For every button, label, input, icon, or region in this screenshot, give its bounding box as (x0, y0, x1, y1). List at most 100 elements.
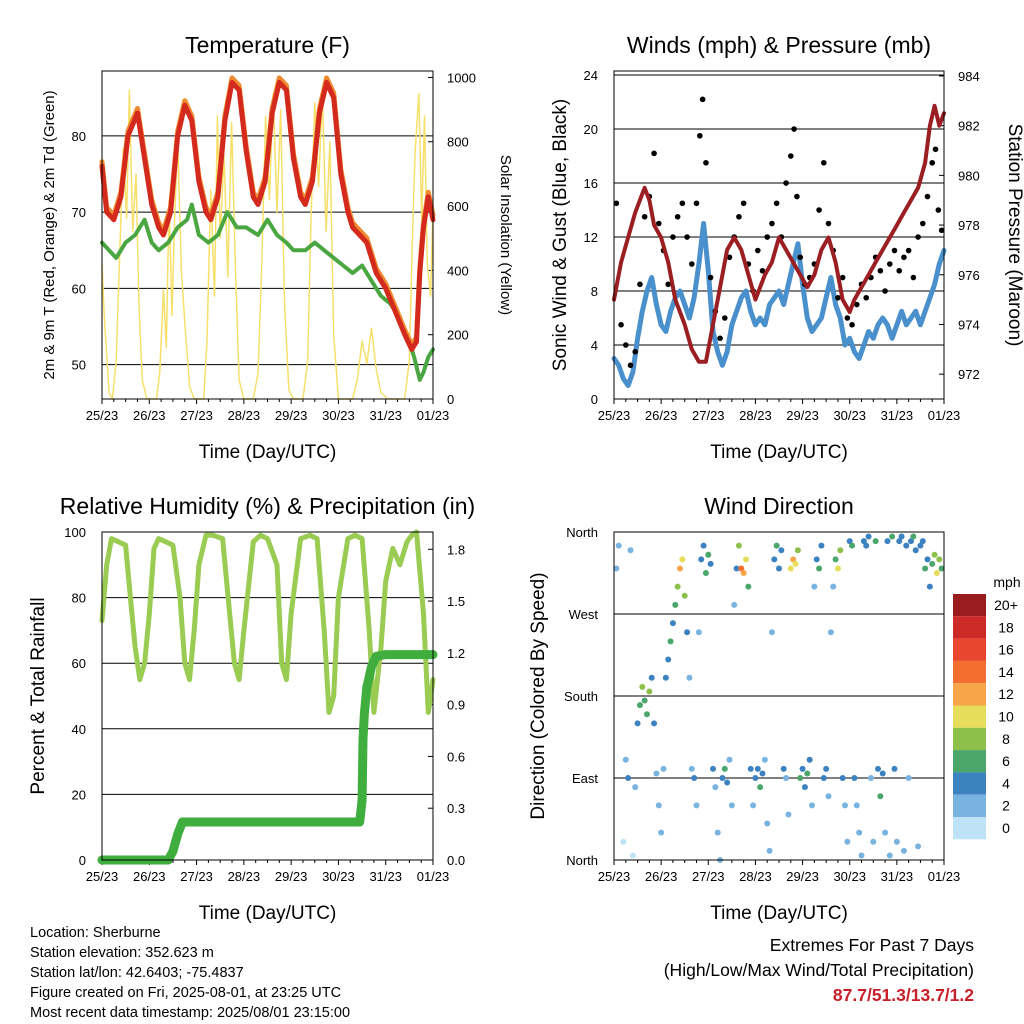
wind-direction-point (882, 829, 889, 836)
x-tick-label: 27/23 (180, 408, 213, 423)
gust-point (707, 274, 714, 281)
wind-direction-point (905, 775, 912, 781)
gust-point (839, 274, 846, 281)
wind-direction-point (900, 847, 907, 854)
wind-direction-point (827, 629, 834, 636)
colorbar-label: 4 (1002, 775, 1010, 791)
y-right-tick-label: 978 (958, 218, 980, 233)
gust-point (726, 254, 733, 261)
chart-title: Relative Humidity (%) & Precipitation (i… (60, 493, 475, 519)
x-tick-label: 30/23 (322, 408, 355, 423)
y-right-tick-label: 974 (958, 317, 980, 332)
sonic-wind-line (611, 221, 947, 388)
wind-direction-point (910, 533, 917, 540)
gust-point (688, 261, 695, 267)
y-axis-label: Direction (Colored By Speed) (528, 572, 549, 819)
wind-direction-point (783, 775, 790, 781)
wind-direction-point (896, 538, 903, 545)
wind-direction-point (867, 775, 874, 781)
y-right-tick-label: 0.9 (447, 698, 465, 713)
wind-direction-point (672, 601, 679, 608)
wind-direction-point (912, 547, 919, 554)
wind-direction-point (665, 656, 672, 663)
wind-direction-point (754, 765, 761, 772)
y-right-tick-label: 972 (958, 367, 980, 382)
colorbar-label: 0 (1002, 820, 1010, 836)
gust-point (769, 220, 775, 227)
y-tick-label: 4 (591, 338, 598, 353)
wind-direction-point (801, 784, 808, 791)
wind-direction-point (917, 542, 924, 549)
wind-direction-point (653, 770, 660, 777)
gust-point (736, 213, 742, 220)
created-text: Figure created on Fri, 2025-08-01, at 23… (30, 985, 342, 1001)
gust-point (915, 234, 921, 240)
wind-direction-point (733, 565, 740, 572)
x-tick-label: 25/23 (598, 408, 631, 423)
wind-direction-point (738, 565, 745, 572)
wind-direction-point (776, 565, 782, 572)
gust-point (622, 342, 629, 348)
wind-direction-point (886, 852, 893, 859)
y-tick-label: North (566, 853, 598, 868)
y-tick-label: East (572, 771, 598, 786)
temp-2m-line (99, 79, 436, 352)
gust-point (618, 321, 624, 328)
colorbar-unit: mph (993, 574, 1020, 590)
gust-point (783, 180, 789, 186)
wind-direction-point (726, 756, 733, 763)
x-axis-label: Time (Day/UTC) (710, 442, 848, 463)
wind-direction-point (625, 775, 632, 781)
wind-direction-point (648, 674, 655, 681)
x-tick-label: 26/23 (133, 869, 166, 884)
gust-point (877, 267, 884, 274)
wind-direction-point (891, 765, 898, 772)
x-axis-label: Time (Day/UTC) (199, 442, 337, 463)
gust-point (651, 150, 657, 157)
wind-direction-point (710, 765, 716, 772)
wind-direction-point (797, 775, 804, 781)
x-tick-label: 25/23 (86, 408, 119, 423)
wind-direction-point (889, 533, 896, 540)
wind-direction-point (655, 802, 662, 809)
wind-direction-point (646, 688, 653, 695)
wind-direction-point (712, 784, 719, 791)
x-tick-label: 31/23 (369, 869, 402, 884)
extremes-values: 87.7/51.3/13.7/1.2 (832, 985, 974, 1005)
y-right-tick-label: 0 (447, 392, 454, 407)
wind-direction-point (870, 838, 877, 845)
gust-point (641, 213, 648, 220)
y-right-tick-label: 1.2 (447, 646, 465, 661)
y-tick-label: 20 (72, 787, 86, 802)
wind-direction-point (837, 547, 844, 554)
colorbar-label: 18 (998, 619, 1014, 635)
gust-point (938, 227, 945, 234)
y-right-tick-label: 1.8 (447, 542, 465, 557)
wind-direction-point (724, 779, 731, 786)
wind-direction-point (768, 629, 775, 636)
gust-point (721, 315, 728, 321)
extremes-box: Extremes For Past 7 Days (High/Low/Max W… (664, 933, 974, 1008)
chart-title: Temperature (F) (185, 32, 350, 58)
wind-direction-point (809, 802, 815, 809)
y-axis-right-label: Station Pressure (Maroon) (1004, 124, 1024, 347)
wind-direction-point (938, 565, 945, 572)
wind-direction-point (705, 551, 712, 558)
wind-direction-point (745, 583, 752, 590)
wind-direction-point (856, 829, 863, 836)
wind-direction-point (811, 583, 818, 590)
y-tick-label: 100 (64, 525, 86, 540)
wind-direction-point (688, 765, 695, 772)
wind-direction-point (844, 838, 851, 845)
wind-direction-point (875, 765, 881, 772)
x-tick-label: 27/23 (692, 869, 725, 884)
y-right-tick-label: 600 (447, 199, 469, 214)
wind-direction-point (740, 570, 747, 576)
gust-point (891, 247, 898, 254)
gust-point (791, 126, 797, 132)
temperature-panel: Temperature (F) Time (Day/UTC) 2m & 9m T (… (41, 32, 514, 463)
gust-point (754, 247, 761, 254)
y-tick-label: 20 (584, 122, 598, 137)
gust-point (773, 200, 780, 207)
y-tick-label: North (566, 525, 598, 540)
